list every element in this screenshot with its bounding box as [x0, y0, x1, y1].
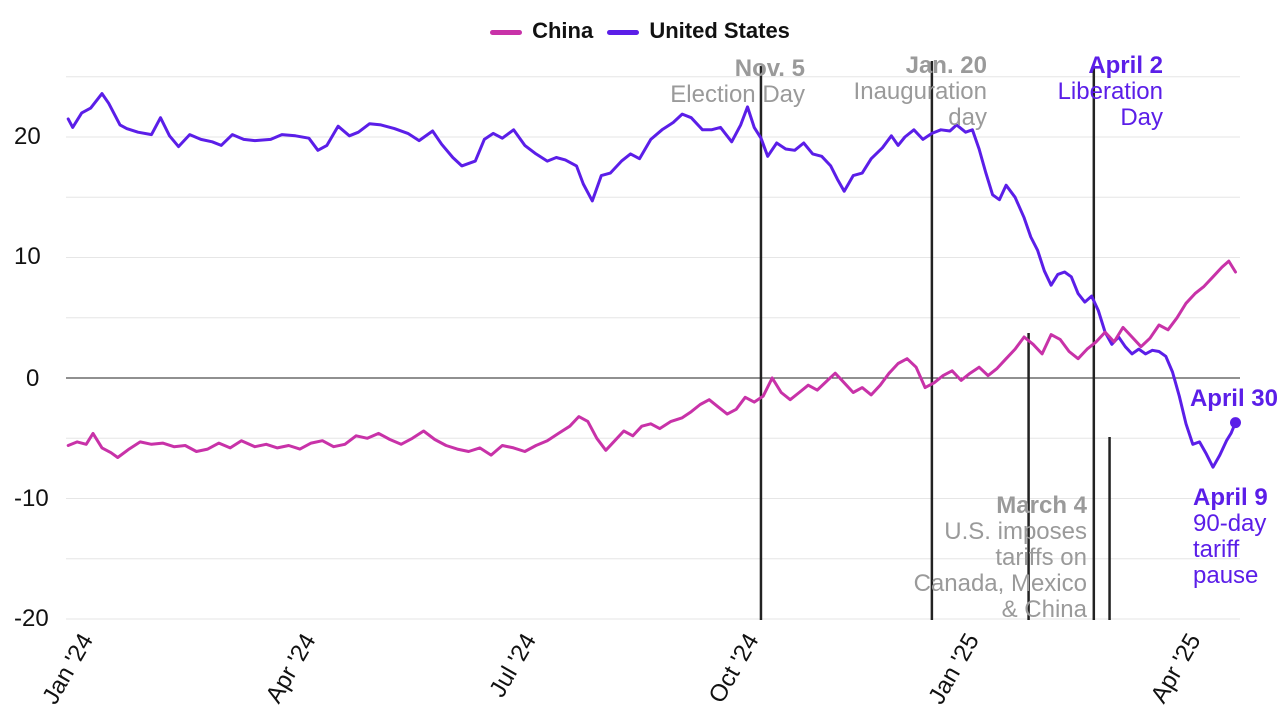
annotation-pause-text-2: tariff: [1193, 536, 1240, 563]
annotation-tariffs-date: March 4: [996, 492, 1087, 519]
legend-swatch-china: [490, 29, 523, 35]
annotation-tariffs-text-2: tariffs on: [995, 544, 1087, 571]
y-tick-label-10: 10: [14, 243, 41, 270]
annotation-tariffs-text-1: U.S. imposes: [944, 518, 1087, 545]
annotation-april-30: April 30: [1190, 386, 1278, 412]
y-tick-label-20: 20: [14, 123, 41, 150]
annotation-tariff-pause: April 9 90-day tariff pause: [1193, 485, 1268, 589]
annotation-liberation-date: April 2: [1088, 52, 1163, 79]
annotation-inauguration-text-2: day: [948, 104, 987, 131]
annotation-inauguration-text-1: Inauguration: [853, 78, 987, 105]
annotation-april-30-date: April 30: [1189, 385, 1278, 412]
y-tick-label-neg10: -10: [14, 485, 49, 512]
annotation-liberation-day: April 2 Liberation Day: [1058, 53, 1163, 131]
annotation-election-day: Nov. 5 Election Day: [670, 56, 805, 108]
annotation-liberation-text-2: Day: [1120, 104, 1163, 131]
annotation-election-day-date: Nov. 5: [734, 55, 805, 82]
annotation-tariffs-text-3: Canada, Mexico: [913, 570, 1087, 597]
series-line-china: [66, 259, 1237, 459]
legend: China United States: [0, 18, 1280, 44]
legend-label-united-states: United States: [649, 18, 790, 43]
series-line-united-states: [66, 92, 1237, 469]
legend-item-china: China: [490, 18, 593, 44]
annotation-tariffs-text-4: & China: [1001, 596, 1087, 623]
legend-item-united-states: United States: [607, 18, 790, 44]
annotation-liberation-text-1: Liberation: [1057, 78, 1163, 105]
series-end-dot-united-states: [1230, 417, 1242, 429]
y-tick-label-neg20: -20: [14, 605, 49, 632]
annotation-tariffs-march: March 4 U.S. imposes tariffs on Canada, …: [914, 493, 1087, 623]
annotation-pause-date: April 9: [1193, 484, 1268, 511]
legend-swatch-united-states: [607, 29, 640, 35]
y-tick-label-0: 0: [26, 365, 40, 392]
annotation-inauguration-date: Jan. 20: [905, 52, 987, 79]
annotation-pause-text-3: pause: [1193, 562, 1259, 589]
legend-label-china: China: [532, 18, 594, 43]
annotation-pause-text-1: 90-day: [1193, 510, 1267, 537]
annotation-inauguration-day: Jan. 20 Inauguration day: [854, 53, 987, 131]
annotation-election-day-text: Election Day: [670, 81, 805, 108]
